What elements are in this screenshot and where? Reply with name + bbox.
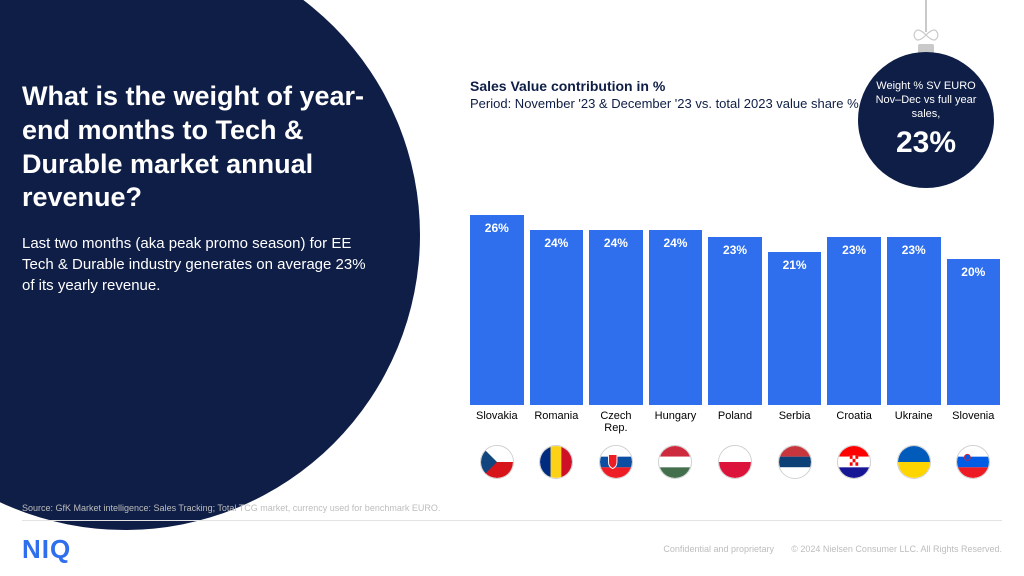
- bar-column: 24%: [649, 230, 703, 405]
- czech-flag-icon: [480, 445, 514, 479]
- bar-column: 23%: [887, 237, 941, 405]
- bar-value: 23%: [827, 243, 881, 257]
- bar-value: 26%: [470, 221, 524, 235]
- bar-category-label: Poland: [708, 410, 762, 434]
- ornament-text: Weight % SV EURO Nov–Dec vs full year sa…: [872, 80, 980, 121]
- footer-rule: [22, 520, 1002, 521]
- bar: 23%: [827, 237, 881, 405]
- bar-category-label: Hungary: [649, 410, 703, 434]
- bar-category-label: Croatia: [827, 410, 881, 434]
- flag-cell: [708, 445, 762, 479]
- bar-column: 24%: [530, 230, 584, 405]
- bar-category-label: Slovenia: [947, 410, 1001, 434]
- bar-category-label: Czech Rep.: [589, 410, 643, 434]
- bar-column: 24%: [589, 230, 643, 405]
- bar-value: 24%: [649, 236, 703, 250]
- slovenia-flag-icon: [956, 445, 990, 479]
- bar-chart: 26% 24% 24% 24% 23% 21% 23% 23% 20%: [470, 215, 1000, 405]
- flag-cell: [589, 445, 643, 479]
- bar-category-label: Slovakia: [470, 410, 524, 434]
- romania-flag-icon: [539, 445, 573, 479]
- bar-column: 23%: [708, 237, 762, 405]
- flag-cell: [947, 445, 1001, 479]
- bar-category-label: Romania: [530, 410, 584, 434]
- bar-value: 23%: [708, 243, 762, 257]
- croatia-flag-icon: [837, 445, 871, 479]
- ornament-bow-icon: [912, 28, 940, 42]
- bar-category-label: Serbia: [768, 410, 822, 434]
- bar: 21%: [768, 252, 822, 405]
- bar-value: 24%: [589, 236, 643, 250]
- bar-column: 21%: [768, 252, 822, 405]
- flag-row: [470, 445, 1000, 479]
- bar: 23%: [708, 237, 762, 405]
- bar-column: 20%: [947, 259, 1001, 405]
- serbia-flag-icon: [778, 445, 812, 479]
- logo: NIQ: [22, 534, 71, 565]
- hungary-flag-icon: [658, 445, 692, 479]
- bar: 20%: [947, 259, 1001, 405]
- bar: 23%: [887, 237, 941, 405]
- bar-value: 23%: [887, 243, 941, 257]
- flag-cell: [470, 445, 524, 479]
- slovakia-flag-icon: [599, 445, 633, 479]
- bar: 24%: [530, 230, 584, 405]
- bar-value: 24%: [530, 236, 584, 250]
- ornament-badge: Weight % SV EURO Nov–Dec vs full year sa…: [858, 52, 994, 188]
- flag-cell: [768, 445, 822, 479]
- bar-value: 20%: [947, 265, 1001, 279]
- bar-value: 21%: [768, 258, 822, 272]
- bar-column: 23%: [827, 237, 881, 405]
- source-note: Source: GfK Market intelligence: Sales T…: [22, 503, 440, 513]
- flag-cell: [887, 445, 941, 479]
- bar: 24%: [649, 230, 703, 405]
- flag-cell: [649, 445, 703, 479]
- bar: 26%: [470, 215, 524, 405]
- footer-copyright: © 2024 Nielsen Consumer LLC. All Rights …: [791, 544, 1002, 554]
- flag-cell: [827, 445, 881, 479]
- ornament-value: 23%: [896, 126, 956, 160]
- hero-subtitle: Last two months (aka peak promo season) …: [22, 233, 382, 296]
- flag-cell: [530, 445, 584, 479]
- slide: What is the weight of year-end months to…: [0, 0, 1024, 576]
- bar-labels-row: SlovakiaRomaniaCzech Rep.HungaryPolandSe…: [470, 410, 1000, 434]
- bar: 24%: [589, 230, 643, 405]
- footer-confidential: Confidential and proprietary: [663, 544, 774, 554]
- ukraine-flag-icon: [897, 445, 931, 479]
- hero-text-block: What is the weight of year-end months to…: [22, 80, 382, 296]
- poland-flag-icon: [718, 445, 752, 479]
- bar-category-label: Ukraine: [887, 410, 941, 434]
- bar-column: 26%: [470, 215, 524, 405]
- hero-title: What is the weight of year-end months to…: [22, 80, 382, 215]
